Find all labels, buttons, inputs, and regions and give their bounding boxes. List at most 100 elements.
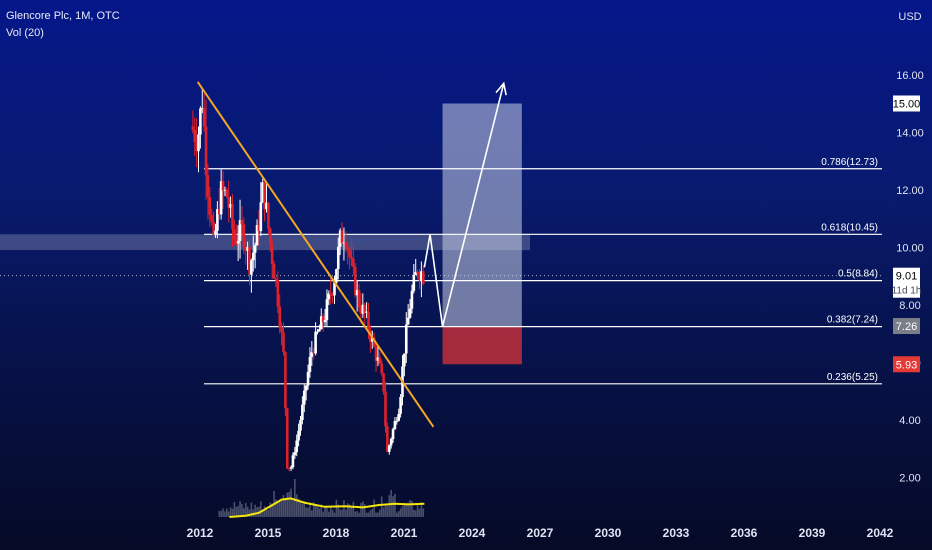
volume-bar: [250, 502, 253, 517]
candle-body: [236, 240, 240, 244]
candle-body: [233, 229, 236, 240]
volume-bar: [295, 494, 298, 517]
candle-body: [265, 202, 268, 210]
volume-bar: [379, 509, 381, 517]
volume-bar: [369, 510, 372, 517]
candle: [236, 225, 240, 262]
y-tick-label: 4.00: [899, 415, 920, 427]
volume-bar: [326, 507, 328, 517]
volume-bar: [360, 502, 362, 517]
candle-body: [263, 182, 266, 210]
candle: [219, 169, 223, 220]
volume-bar: [243, 508, 245, 517]
volume-bar: [307, 507, 309, 517]
candle: [327, 290, 331, 305]
candle: [404, 312, 408, 364]
candle: [418, 268, 421, 290]
candle-body: [221, 181, 225, 191]
volume-bar: [288, 491, 290, 517]
candle: [282, 323, 285, 356]
candle: [284, 351, 287, 417]
candle: [391, 427, 395, 443]
candle-body: [291, 455, 295, 468]
trendline: [196, 81, 435, 428]
price-tag-label: 9.01: [896, 271, 917, 283]
volume-bar: [320, 504, 323, 517]
volume-bar: [356, 511, 358, 517]
candle-body: [248, 246, 251, 275]
candle: [191, 110, 195, 134]
projection-arrowhead: [495, 81, 507, 96]
candle-body: [250, 260, 253, 275]
price-tag-bg: [893, 318, 920, 335]
candle: [255, 219, 259, 246]
candle-body: [389, 439, 393, 446]
candle-body: [197, 134, 200, 152]
candle-body: [363, 304, 367, 313]
candle-body: [416, 271, 419, 274]
candle: [229, 196, 232, 218]
candle-body: [204, 126, 208, 176]
volume-bar: [237, 505, 239, 517]
candle-body: [357, 290, 361, 308]
volume-bar: [286, 492, 289, 517]
candle: [200, 88, 204, 114]
volume-bar: [303, 501, 306, 517]
volume-bar: [222, 508, 224, 517]
volume-bar: [407, 502, 409, 517]
candle-body: [295, 440, 299, 453]
candle-body: [297, 430, 300, 441]
candle-body: [403, 353, 406, 367]
candle-body: [361, 304, 365, 314]
volume-bar: [305, 507, 307, 517]
candle-body: [397, 413, 401, 421]
volume-bar: [363, 504, 366, 517]
candle-body: [380, 363, 384, 374]
volume-bar: [345, 509, 347, 517]
volume-indicator-label[interactable]: Vol (20): [6, 27, 44, 39]
candle-body: [327, 293, 331, 300]
x-tick-label: 2033: [663, 526, 690, 540]
volume-bar: [318, 508, 321, 517]
candle-body: [353, 266, 357, 296]
candle: [395, 416, 399, 425]
y-tick-label: 8.00: [899, 300, 920, 312]
candle-body: [329, 293, 333, 296]
candle-body: [280, 326, 283, 333]
candle: [355, 279, 359, 312]
candle-body: [219, 181, 223, 215]
candle: [378, 351, 382, 365]
candle: [291, 452, 295, 470]
candle: [221, 171, 225, 209]
x-tick-label: 2036: [731, 526, 758, 540]
candle-body: [212, 221, 215, 235]
candle-body: [272, 263, 276, 279]
candle-body: [216, 209, 219, 231]
volume-bar: [314, 505, 317, 517]
candle-body: [404, 324, 408, 354]
candle-body: [335, 269, 338, 283]
volume-bar: [269, 502, 272, 517]
candle: [393, 417, 397, 430]
volume-bar: [394, 493, 396, 517]
candle: [238, 199, 242, 259]
volume-bar: [263, 506, 266, 517]
candle: [225, 187, 229, 198]
candle-body: [391, 429, 395, 440]
x-tick-label: 2030: [595, 526, 622, 540]
candle-body: [312, 352, 316, 354]
volume-bar: [241, 503, 243, 517]
volume-bar: [311, 510, 313, 517]
volume-bar: [265, 507, 268, 517]
volume-bar: [290, 488, 292, 517]
candle-body: [382, 373, 385, 392]
candle-body: [301, 404, 304, 420]
candle: [242, 217, 246, 254]
volume-bar: [278, 500, 281, 517]
candle-body: [336, 246, 340, 270]
candle-body: [287, 468, 291, 470]
candle: [387, 444, 391, 455]
candle: [359, 292, 363, 324]
candle-body: [372, 337, 376, 347]
